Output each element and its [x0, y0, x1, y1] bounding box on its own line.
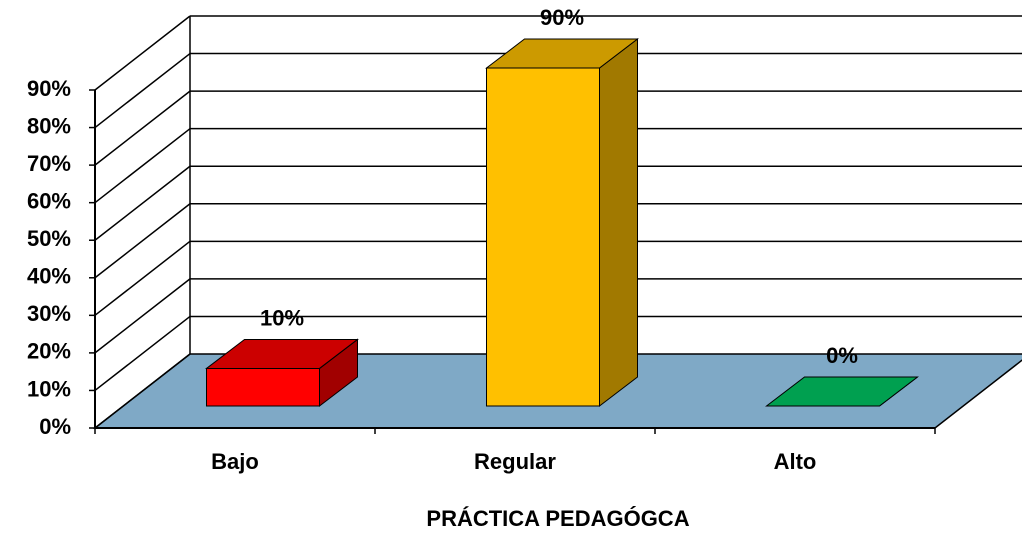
y-tick-label: 70% [27, 151, 71, 176]
grid-diagonal [94, 90, 191, 166]
y-tick-label: 40% [27, 264, 71, 289]
value-label: 10% [260, 305, 304, 330]
grid-diagonal [94, 165, 191, 241]
y-tick-label: 80% [27, 113, 71, 138]
y-tick-label: 20% [27, 339, 71, 364]
y-tick-label: 10% [27, 376, 71, 401]
grid-diagonal [94, 203, 191, 279]
x-tick-label: Alto [774, 449, 817, 474]
value-label: 0% [826, 343, 858, 368]
grid-diagonal [94, 15, 191, 91]
bar-top [485, 38, 639, 69]
bar [486, 67, 600, 407]
bar-top [765, 376, 919, 407]
grid-diagonal [94, 315, 191, 392]
y-tick-label: 0% [39, 414, 71, 439]
value-label: 90% [540, 5, 584, 30]
y-tick-label: 50% [27, 226, 71, 251]
grid-diagonal [94, 278, 191, 354]
chart-title: PRÁCTICA PEDAGÓGCA [426, 506, 689, 531]
grid-diagonal [94, 240, 191, 316]
x-tick-label: Regular [474, 449, 556, 474]
grid-diagonal [94, 52, 191, 129]
grid-diagonal [94, 128, 191, 204]
bar [206, 367, 320, 407]
x-tick-label: Bajo [211, 449, 259, 474]
y-tick-label: 90% [27, 76, 71, 101]
bar-top [205, 338, 359, 369]
grid-diagonal [94, 353, 191, 429]
bar-side [599, 37, 638, 408]
y-tick-label: 30% [27, 301, 71, 326]
y-tick-label: 60% [27, 188, 71, 213]
